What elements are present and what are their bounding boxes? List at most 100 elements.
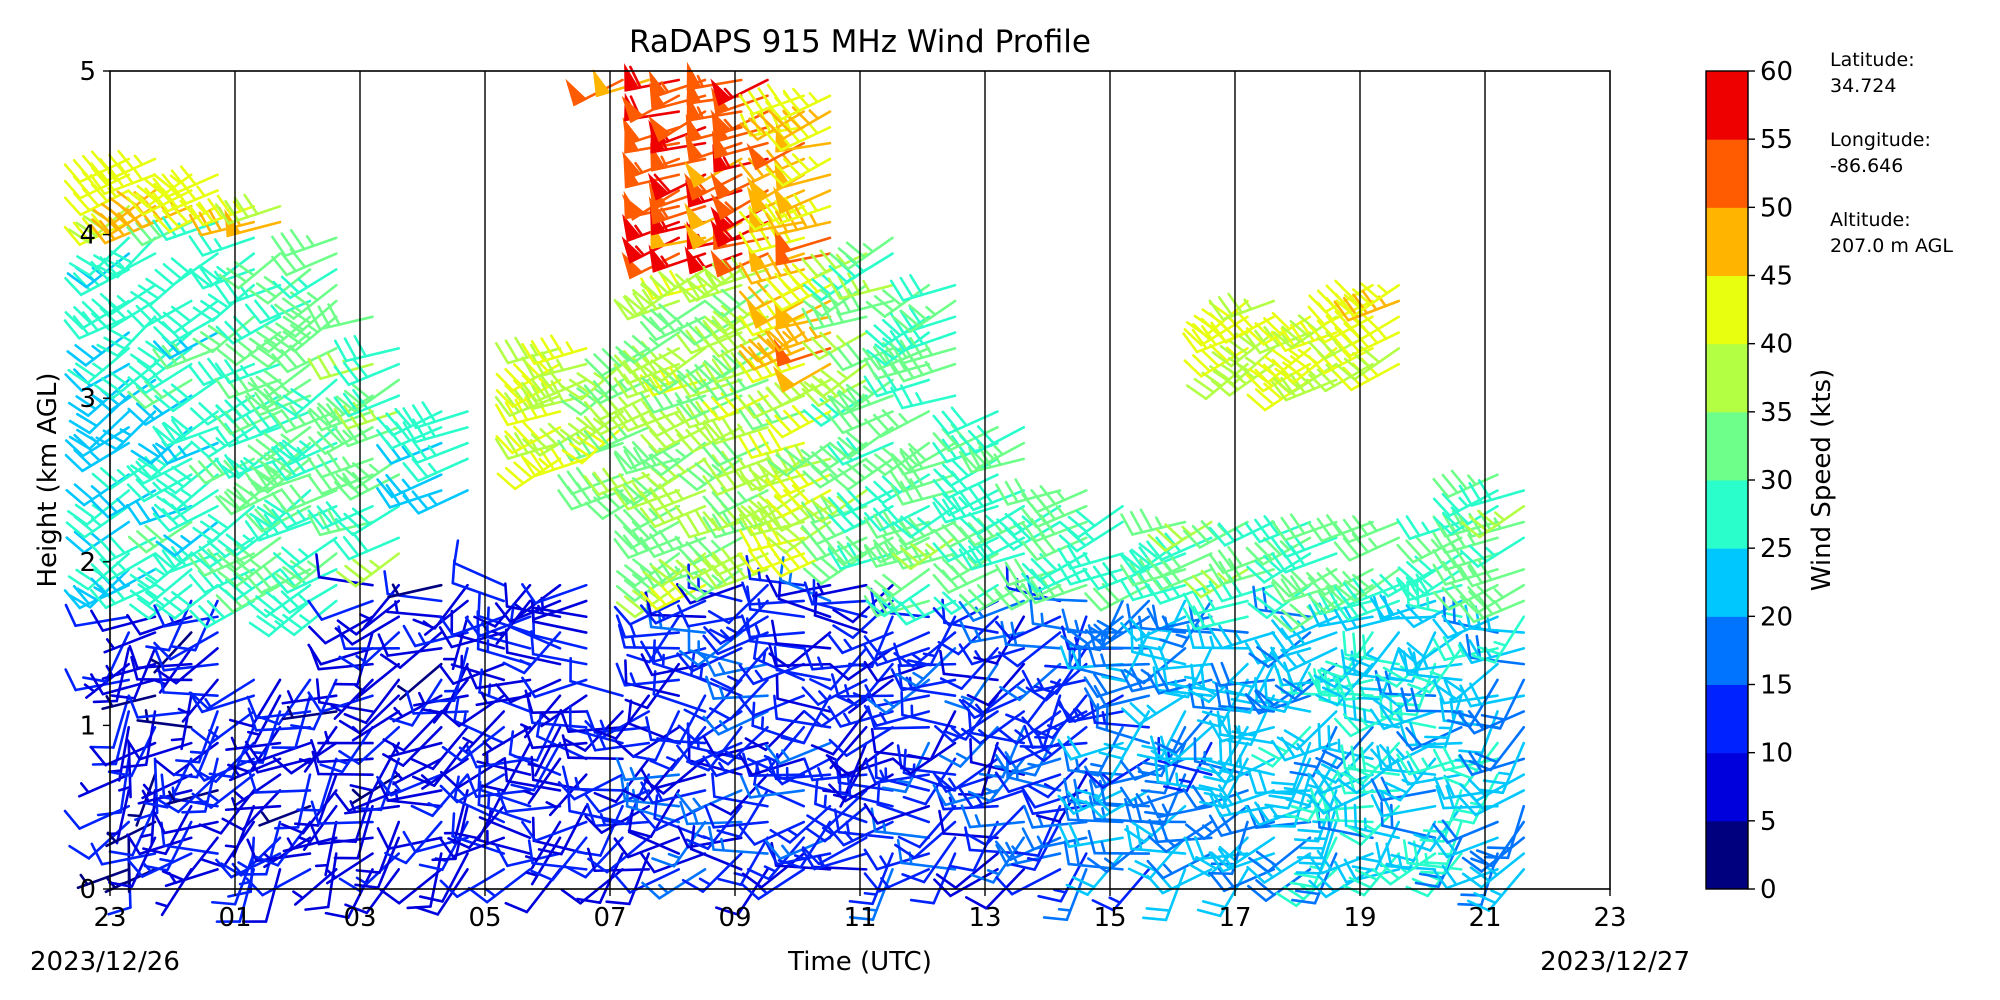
wind-barb: [614, 520, 681, 550]
barb-flag: [333, 396, 350, 418]
barb-half-flag: [692, 797, 703, 810]
wind-barb: [772, 362, 832, 393]
wind-barb: [803, 362, 868, 398]
barb-half-flag: [487, 795, 491, 810]
barb-half-flag: [92, 362, 105, 372]
barb-staff: [354, 599, 401, 636]
barb-flag: [316, 431, 336, 451]
barb-flag: [152, 553, 169, 575]
barb-flag: [63, 319, 81, 340]
barb-flag: [814, 779, 819, 806]
barb-flag: [280, 488, 297, 509]
barb-flag: [451, 812, 456, 838]
barb-staff: [534, 583, 588, 605]
barb-flag: [641, 281, 661, 300]
barb-half-flag: [391, 583, 400, 597]
wind-barb: [676, 536, 743, 566]
barb-half-flag: [993, 522, 1004, 534]
barb-flag: [1196, 908, 1222, 918]
barb-half-flag: [879, 855, 888, 868]
wind-barb: [641, 299, 707, 332]
barb-staff: [86, 347, 131, 385]
barb-staff: [386, 789, 443, 802]
barb-flag: [864, 418, 883, 438]
barb-flag: [385, 412, 403, 433]
barb-flag: [676, 516, 691, 539]
wind-barb: [336, 599, 401, 636]
barb-staff: [376, 836, 401, 889]
barb-staff: [402, 710, 443, 752]
barb-flag: [152, 191, 169, 213]
barb-flag: [563, 738, 587, 752]
barb-flag: [709, 802, 733, 816]
barb-flag: [307, 509, 325, 530]
barb-flag: [192, 337, 214, 354]
wind-barb: [127, 394, 193, 426]
barb-flag: [154, 427, 176, 445]
barb-flag: [335, 473, 356, 491]
barb-flag: [281, 546, 302, 564]
barb-flag: [384, 851, 408, 865]
barb-flag: [76, 428, 99, 444]
barb-flag: [504, 901, 529, 914]
barb-staff: [627, 830, 681, 855]
barb-half-flag: [401, 478, 412, 491]
wind-barb: [96, 236, 157, 279]
barb-staff: [628, 852, 651, 906]
barb-flag: [289, 405, 307, 426]
barb-flag: [376, 775, 393, 797]
barb-staff: [163, 820, 219, 835]
barb-half-flag: [1138, 615, 1143, 630]
barb-flag: [89, 223, 107, 245]
barb-half-flag: [154, 567, 167, 577]
barb-staff: [172, 741, 219, 777]
wind-barb: [271, 229, 338, 257]
wind-barb: [829, 426, 894, 460]
barb-half-flag: [845, 820, 851, 835]
wind-barb: [530, 630, 588, 666]
barb-flag: [615, 740, 635, 759]
barb-flag: [677, 374, 696, 393]
wind-barb: [504, 628, 562, 666]
barb-flag: [494, 683, 513, 704]
barb-flag: [199, 265, 220, 282]
barb-flag: [521, 342, 536, 365]
barb-flag: [569, 442, 591, 458]
barb-flag: [280, 348, 298, 369]
barb-flag: [188, 556, 206, 577]
barb-flag: [586, 802, 597, 828]
barb-flag: [900, 384, 914, 408]
barb-flag: [280, 590, 300, 609]
barb-flag: [530, 755, 535, 782]
barb-flag: [623, 482, 644, 501]
barb-half-flag: [458, 746, 471, 756]
wind-barb: [447, 804, 506, 850]
barb-flag: [324, 911, 350, 919]
barb-flag: [622, 445, 642, 466]
barb-staff: [632, 725, 681, 759]
barb-flag: [882, 573, 903, 591]
barb-half-flag: [299, 614, 312, 624]
barb-half-flag: [675, 448, 687, 459]
wind-barb: [376, 440, 443, 465]
barb-flag: [440, 709, 461, 728]
barb-pennant: [622, 116, 641, 146]
wind-barb: [557, 773, 624, 801]
barb-half-flag: [1055, 505, 1066, 517]
barb-half-flag: [169, 174, 182, 185]
barb-flag: [559, 708, 570, 733]
barb-flag: [289, 559, 311, 577]
barb-flag: [197, 552, 215, 573]
barb-flag: [683, 708, 707, 722]
barb-half-flag: [142, 783, 153, 795]
barb-flag: [658, 558, 680, 576]
barb-staff: [753, 820, 806, 846]
wind-barb: [90, 673, 157, 696]
barb-flag: [144, 380, 164, 399]
barb-staff: [845, 252, 894, 284]
barb-half-flag: [93, 586, 106, 595]
barb-flag: [376, 827, 390, 851]
barb-flag: [89, 588, 108, 610]
barb-half-flag: [1084, 531, 1096, 542]
barb-flag: [152, 340, 172, 360]
